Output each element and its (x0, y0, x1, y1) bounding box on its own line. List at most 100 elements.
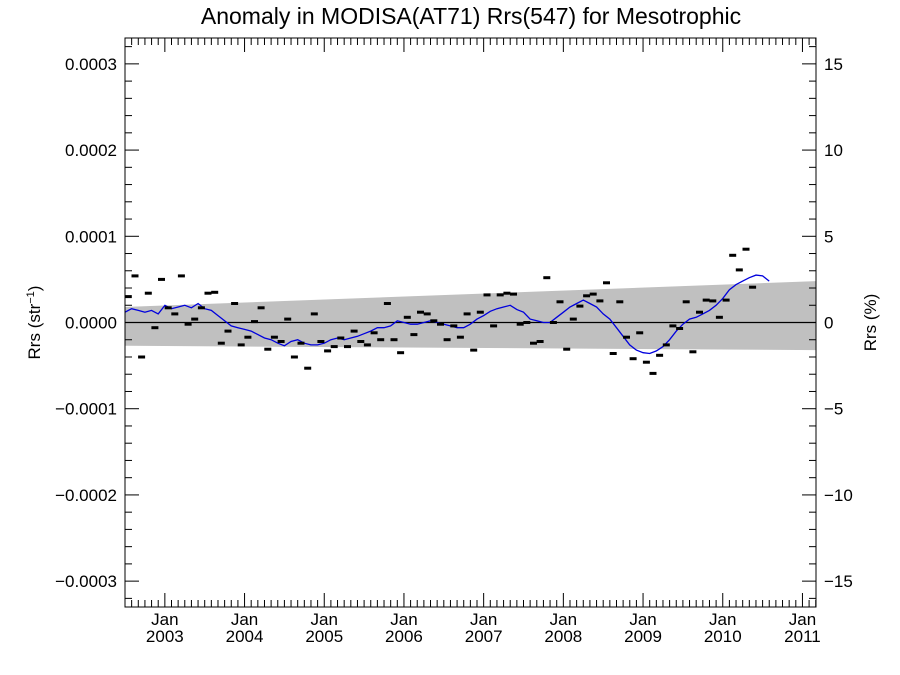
anomaly-marker (290, 355, 298, 359)
anomaly-marker (310, 312, 318, 316)
left-tick-label: −0.0003 (55, 572, 117, 591)
right-tick-label: 10 (824, 141, 843, 160)
anomaly-marker (662, 343, 670, 347)
right-tick-label: 0 (824, 314, 833, 333)
x-tick-month-label: Jan (311, 610, 338, 629)
anomaly-marker (629, 357, 637, 361)
anomaly-marker (476, 310, 484, 314)
anomaly-marker (682, 300, 690, 304)
anomaly-marker (363, 343, 371, 347)
anomaly-marker (583, 294, 591, 298)
axis-ticks-layer (124, 38, 817, 607)
anomaly-marker (536, 340, 544, 343)
anomaly-marker (510, 292, 517, 296)
uncertainty-band (125, 281, 816, 351)
anomaly-marker (496, 293, 504, 297)
x-tick-month-label: Jan (231, 610, 258, 629)
anomaly-marker (177, 274, 185, 278)
anomaly-marker (596, 299, 604, 303)
anomaly-marker (702, 298, 710, 302)
anomaly-marker (516, 322, 524, 326)
anomaly-marker (696, 310, 703, 314)
x-tick-year-label: 2011 (784, 627, 821, 646)
left-axis-label-base: Rrs (str (25, 303, 44, 359)
anomaly-marker (397, 351, 405, 355)
anomaly-marker (158, 277, 165, 281)
anomaly-marker (370, 331, 378, 335)
right-tick-label: −15 (824, 572, 853, 591)
anomaly-marker (277, 340, 285, 343)
right-tick-label: −5 (824, 400, 843, 419)
anomaly-marker (231, 302, 239, 305)
x-tick-year-label: 2006 (385, 627, 423, 646)
anomaly-marker (742, 247, 750, 251)
anomaly-marker (503, 291, 511, 295)
anomaly-marker (131, 274, 139, 278)
left-axis-label-close: ) (25, 286, 44, 292)
anomaly-marker (383, 302, 391, 305)
x-tick-month-label: Jan (550, 610, 577, 629)
anomaly-marker (443, 338, 451, 342)
x-tick-year-label: 2010 (704, 627, 742, 646)
anomaly-marker (377, 338, 385, 342)
anomaly-marker (344, 345, 351, 349)
anomaly-marker (184, 322, 192, 326)
anomaly-marker (224, 329, 232, 333)
anomaly-marker (530, 341, 537, 345)
anomaly-marker (483, 293, 491, 297)
chart-title: Anomaly in MODISA(AT71) Rrs(547) for Mes… (201, 3, 741, 29)
anomaly-marker (709, 299, 717, 303)
right-tick-label: −10 (824, 486, 853, 505)
anomaly-marker (337, 336, 345, 340)
anomaly-marker (217, 341, 225, 345)
anomaly-marker (470, 348, 478, 352)
x-tick-month-label: Jan (470, 610, 497, 629)
x-tick-year-label: 2005 (305, 627, 343, 646)
anomaly-marker (450, 324, 458, 328)
x-tick-month-label: Jan (629, 610, 656, 629)
x-tick-year-label: 2004 (226, 627, 264, 646)
left-tick-label: 0.0002 (65, 141, 117, 160)
anomaly-marker (656, 353, 664, 357)
anomaly-marker (144, 291, 152, 295)
anomaly-marker (257, 306, 265, 310)
anomaly-marker (324, 349, 332, 353)
anomaly-marker (722, 298, 730, 302)
anomaly-marker (523, 321, 531, 324)
anomaly-marker (317, 340, 325, 343)
right-tick-label: 15 (824, 55, 843, 74)
anomaly-marker (729, 253, 737, 257)
anomaly-marker (297, 341, 305, 345)
x-tick-month-label: Jan (709, 610, 736, 629)
x-tick-year-label: 2009 (624, 627, 662, 646)
anomaly-marker (437, 322, 444, 326)
anomaly-marker (689, 350, 697, 354)
axis-labels-layer: 0.0003 0.0002 0.0001 0.0000 −0.0001 −0.0002 −0… (55, 55, 853, 646)
anomaly-marker (138, 355, 146, 359)
left-axis-label-superscript: −1 (25, 291, 37, 304)
anomaly-marker (191, 317, 199, 321)
anomaly-marker (164, 306, 172, 310)
anomaly-marker (124, 295, 132, 299)
anomaly-marker (204, 291, 212, 295)
anomaly-marker (237, 343, 245, 347)
anomaly-marker (330, 345, 338, 349)
anomaly-marker-layer (124, 247, 757, 375)
anomaly-marker (676, 327, 684, 330)
anomaly-marker (284, 317, 292, 321)
anomaly-marker (715, 315, 723, 319)
right-tick-label: 5 (824, 227, 833, 246)
anomaly-marker (423, 312, 431, 316)
anomaly-marker (264, 347, 272, 351)
right-axis-label: Rrs (%) (861, 294, 880, 352)
anomaly-marker (636, 331, 644, 335)
x-tick-month-label: Jan (151, 610, 178, 629)
x-tick-month-label: Jan (789, 610, 816, 629)
anomaly-marker (669, 324, 677, 328)
anomaly-marker (244, 335, 252, 339)
anomaly-marker (463, 312, 471, 316)
anomaly-marker (589, 292, 597, 296)
anomaly-marker (456, 335, 464, 339)
anomaly-marker (609, 352, 617, 355)
